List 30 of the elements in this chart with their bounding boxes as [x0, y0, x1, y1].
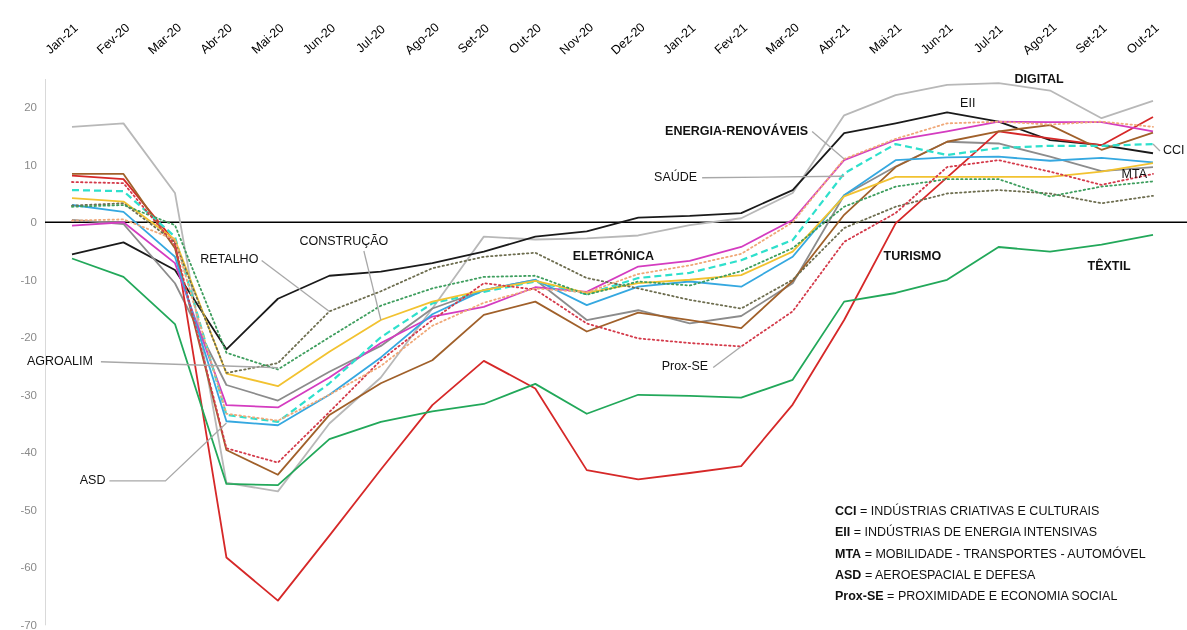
annotation: TURISMO: [883, 249, 942, 264]
annotation: DIGITAL: [1014, 72, 1064, 87]
line-series: [71, 111, 1154, 351]
annotation: CCI: [1163, 143, 1185, 158]
y-tick-label: -70: [20, 618, 37, 630]
annotation: ENERGIA-RENOVÁVEIS: [665, 123, 809, 139]
y-tick-label: -30: [20, 388, 37, 401]
annotation: ASD = AEROESPACIAL E DEFESA: [835, 567, 1037, 582]
annotation: ELETRÓNICA: [572, 247, 655, 263]
annotation: Prox-SE = PROXIMIDADE E ECONOMIA SOCIAL: [835, 589, 1118, 604]
annotation: CONSTRUÇÃO: [299, 234, 389, 249]
annotation: EII = INDÚSTRIAS DE ENERGIA INTENSIVAS: [835, 524, 1097, 540]
annotation: MTA: [1121, 167, 1148, 182]
y-tick-label: -40: [20, 446, 37, 459]
y-tick-label: -10: [20, 273, 37, 286]
annotation: TÊXTIL: [1087, 257, 1131, 273]
annotation: EII: [960, 96, 976, 111]
y-tick-label: -20: [20, 331, 37, 344]
annotation: SAÚDE: [654, 169, 698, 185]
annotation: RETALHO: [200, 252, 259, 267]
annotation: Prox-SE: [661, 359, 709, 374]
y-tick-label: -60: [20, 561, 37, 574]
annotation: CCI = INDÚSTRIAS CRIATIVAS E CULTURAIS: [835, 503, 1100, 518]
annotation: ASD: [79, 472, 106, 487]
annotation: MTA = MOBILIDADE - TRANSPORTES - AUTOMÓVEL: [835, 545, 1146, 561]
y-tick-label: -50: [20, 503, 37, 516]
annotation: AGROALIM: [26, 353, 93, 368]
y-tick-label: 20: [24, 101, 37, 114]
y-tick-label: 10: [24, 158, 37, 171]
y-tick-label: 0: [30, 216, 37, 229]
